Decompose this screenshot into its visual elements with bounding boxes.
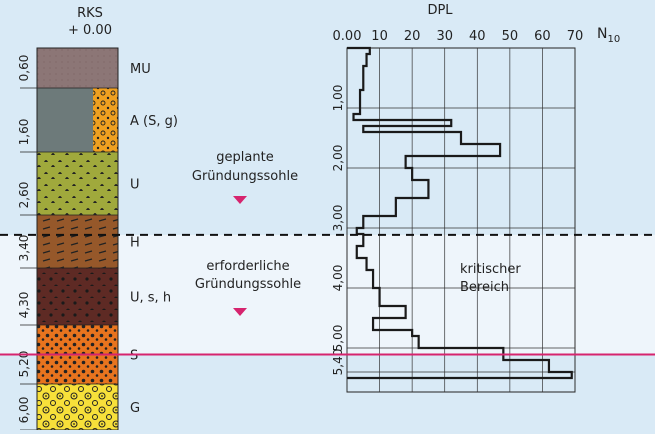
required-foundation-label-2: Gründungssohle — [195, 277, 301, 292]
soil-layer-column — [36, 47, 119, 431]
soil-layer-4-fill — [37, 268, 118, 325]
dpl-n10-profile-line — [347, 46, 573, 380]
soil-layer-label-0: MU — [130, 62, 151, 77]
depth-label-3: 3,40 — [17, 235, 31, 262]
soil-layer-label-5: S — [130, 349, 138, 364]
dpl-x-tick-labels: 0.00 10 20 30 40 50 60 70 — [333, 29, 584, 44]
depth-label-2: 2,60 — [17, 182, 31, 209]
depth-label-1: 1,60 — [17, 119, 31, 146]
dpl-x-tick-1: 10 — [371, 29, 388, 44]
soil-layer-label-4: U, s, h — [130, 291, 171, 306]
soil-layer-0-fill — [37, 48, 118, 88]
dpl-x-tick-5: 50 — [502, 29, 519, 44]
dpl-y-tick-2: 3,00 — [331, 205, 345, 232]
dpl-unit-label: N10 — [597, 26, 620, 45]
dpl-y-tick-labels: 1,00 2,00 3,00 4,00 5,005,40 — [331, 85, 345, 376]
dpl-y-tick-1: 2,00 — [331, 145, 345, 172]
soil-layer-label-3: H — [130, 236, 140, 251]
depth-label-5: 5,20 — [17, 351, 31, 378]
dpl-y-tick-5: 5,40 — [331, 349, 345, 376]
critical-zone-label-1: kritischer — [460, 262, 521, 277]
depth-label-0: 0,60 — [17, 55, 31, 82]
dpl-grid — [346, 47, 576, 393]
dpl-x-tick-2: 20 — [404, 29, 421, 44]
planned-foundation-label-2: Gründungssohle — [192, 169, 298, 184]
soil-layer-1-fill-right — [93, 88, 118, 152]
dpl-y-tick-0: 1,00 — [331, 85, 345, 112]
rks-depth-labels: 0,60 1,60 2,60 3,40 4,30 5,20 6,00 — [17, 55, 37, 431]
dpl-y-tick-3: 4,00 — [331, 265, 345, 292]
soil-layer-1-fill-left — [37, 88, 93, 152]
rks-start-depth: + 0.00 — [68, 23, 112, 38]
planned-foundation-label-1: geplante — [216, 150, 273, 165]
dpl-y-tick-4: 5,00 — [331, 325, 345, 352]
soil-layer-label-6: G — [130, 401, 140, 416]
soil-layer-3-fill — [37, 215, 118, 268]
rks-title: RKS — [77, 6, 103, 21]
required-foundation-label-1: erforderliche — [206, 259, 289, 274]
dpl-x-tick-0: 0.00 — [333, 29, 362, 44]
soil-layer-label-2: U — [130, 178, 140, 193]
dpl-x-tick-7: 70 — [567, 29, 584, 44]
depth-label-4: 4,30 — [17, 292, 31, 319]
depth-label-6: 6,00 — [17, 397, 31, 424]
soil-layer-labels: MU A (S, g) U H U, s, h S G — [130, 62, 178, 416]
soil-layer-2-fill — [37, 152, 118, 215]
required-foundation-marker-icon — [233, 308, 247, 316]
dpl-title: DPL — [427, 3, 453, 18]
planned-foundation-marker-icon — [233, 196, 247, 204]
dpl-x-tick-4: 40 — [469, 29, 486, 44]
dpl-x-tick-6: 60 — [534, 29, 551, 44]
dpl-x-tick-3: 30 — [436, 29, 453, 44]
soil-layer-label-1: A (S, g) — [130, 114, 178, 129]
critical-zone-label-2: Bereich — [460, 280, 509, 295]
soil-layer-6-fill — [37, 384, 118, 430]
